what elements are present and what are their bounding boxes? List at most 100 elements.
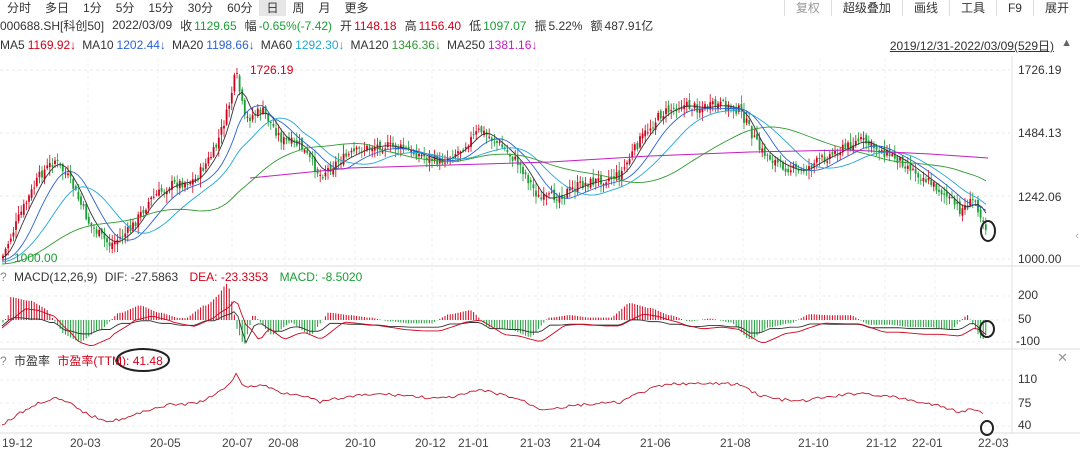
candle-body (457, 151, 459, 154)
candle-body (784, 168, 787, 172)
candle-body (693, 103, 696, 109)
close-icon[interactable]: ✕ (1057, 350, 1068, 365)
draw-line-button[interactable]: 画线 (901, 0, 949, 16)
change-field: 幅 -0.65%(-7.42) (245, 17, 332, 34)
candle-body (574, 188, 576, 191)
candle-body (639, 136, 641, 148)
candle-body (524, 172, 527, 175)
restore-button[interactable]: 复权 (783, 0, 831, 16)
candle-body (701, 108, 704, 113)
candle-body (587, 184, 589, 188)
candle-body (82, 203, 85, 207)
tab-1[interactable]: 多日 (45, 1, 70, 15)
candle-body (321, 177, 324, 179)
candle-body (215, 144, 218, 148)
candle-body (342, 153, 345, 165)
candle-body (163, 191, 166, 193)
candle-body (90, 223, 93, 227)
help-icon[interactable]: ? (0, 354, 7, 368)
candle-body (173, 180, 176, 182)
tab-5[interactable]: 30分 (187, 1, 214, 15)
candle-body (808, 166, 810, 171)
x-axis-label: 21-10 (798, 436, 829, 450)
candle-body (35, 177, 38, 186)
candle-body (571, 187, 574, 190)
candle-body (202, 167, 205, 171)
x-axis-label: 22-01 (912, 436, 943, 450)
date-range-selector[interactable]: 2019/12/31-2022/03/09(529日) (889, 39, 1054, 53)
tab-8[interactable]: 周 (292, 1, 305, 15)
overlay-button[interactable]: 超级叠加 (830, 0, 902, 16)
candle-body (496, 140, 498, 143)
candle-body (186, 184, 189, 186)
candle-body (906, 165, 909, 169)
candle-body (407, 146, 410, 150)
close-value: 1129.65 (194, 18, 237, 33)
macd-label: MACD: (279, 270, 319, 284)
candle-body (9, 238, 12, 242)
candle-body (930, 179, 933, 186)
chevron-up-icon[interactable]: ▲ (1061, 37, 1072, 49)
candle-body (745, 118, 748, 123)
help-icon[interactable]: ? (0, 270, 7, 284)
candle-body (821, 155, 823, 157)
ma-label: MA20 (171, 38, 204, 52)
candle-body (605, 182, 608, 186)
candle-body (815, 157, 818, 163)
tab-4[interactable]: 15分 (148, 1, 174, 15)
tab-10[interactable]: 更多 (344, 1, 369, 15)
tab-9[interactable]: 月 (318, 1, 331, 15)
candle-body (386, 142, 389, 147)
dea-label: DEA: (189, 270, 218, 284)
candle-body (285, 137, 288, 140)
candle-body (961, 208, 964, 216)
candle-body (974, 200, 977, 202)
tab-0[interactable]: 分时 (7, 1, 32, 15)
expand-button[interactable]: 展开 (1032, 0, 1080, 16)
candle-body (345, 153, 348, 157)
candle-body (953, 198, 956, 205)
dea-line (1, 300, 987, 347)
candle-body (662, 115, 665, 120)
candle-body (165, 191, 168, 195)
candle-body (657, 113, 660, 121)
candle-body (818, 157, 821, 159)
pe-legend: ? 市盈率 市盈率(TTM): 41.48 (0, 352, 163, 369)
macd-title: MACD(12,26,9) (14, 270, 98, 284)
candle-body (522, 166, 524, 174)
tab-3[interactable]: 5分 (115, 1, 135, 15)
open-label: 开 (340, 18, 353, 33)
ma-value: 1346.36↓ (391, 38, 441, 52)
candle-body (704, 104, 706, 110)
x-axis-label: 21-12 (866, 436, 897, 450)
tab-2[interactable]: 1分 (83, 1, 102, 15)
candle-body (529, 180, 532, 183)
candle-body (925, 179, 927, 183)
candle-body (841, 144, 844, 153)
candle-body (857, 138, 860, 142)
tab-7[interactable]: 日 (259, 0, 286, 16)
tools-button[interactable]: 工具 (948, 0, 996, 16)
candle-body (782, 162, 784, 170)
candle-body (935, 183, 938, 191)
candle-body (867, 140, 870, 146)
candle-body (43, 169, 46, 180)
candle-body (532, 184, 535, 189)
candle-body (69, 171, 72, 177)
candle-body (51, 165, 54, 167)
candle-body (67, 173, 69, 176)
candle-body (327, 167, 329, 172)
tab-6[interactable]: 60分 (227, 1, 253, 15)
candle-body (646, 132, 649, 134)
candle-body (917, 173, 920, 178)
f9-button[interactable]: F9 (995, 0, 1033, 16)
candle-body (722, 99, 725, 101)
chevron-left-icon[interactable]: ‹ (1075, 230, 1079, 242)
pe-axis-label: 75 (1018, 396, 1032, 410)
candle-body (243, 99, 246, 116)
candle-body (698, 109, 701, 113)
candle-body (418, 153, 420, 157)
candle-body (810, 165, 813, 169)
dif-value: -27.5863 (130, 270, 179, 284)
